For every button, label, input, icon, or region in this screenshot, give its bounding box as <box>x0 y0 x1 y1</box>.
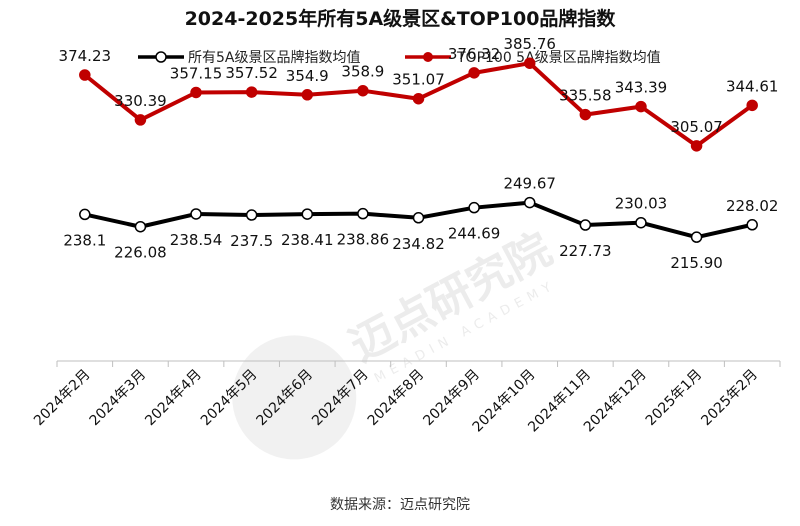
legend-marker-top100 <box>423 52 433 62</box>
x-tick-label: 2025年2月 <box>698 367 761 430</box>
source-note: 数据来源：迈点研究院 <box>330 497 470 513</box>
data-label: 249.67 <box>503 175 556 193</box>
data-label: 374.23 <box>59 47 112 65</box>
data-point <box>190 208 202 220</box>
data-point <box>635 216 647 229</box>
data-label: 305.07 <box>670 118 723 136</box>
x-axis-ticks <box>56 361 781 367</box>
data-label: 330.39 <box>114 92 167 110</box>
data-label: 351.07 <box>392 71 445 89</box>
data-label: 357.52 <box>225 64 278 82</box>
data-label: 238.86 <box>337 231 390 249</box>
data-point <box>746 219 758 231</box>
data-point <box>468 67 480 79</box>
data-label: 376.32 <box>448 45 501 63</box>
data-point <box>523 196 536 209</box>
data-label: 354.9 <box>286 67 329 85</box>
data-label: 385.76 <box>503 35 556 53</box>
x-tick-label: 2024年3月 <box>87 367 150 430</box>
x-tick-label: 2024年4月 <box>142 367 205 430</box>
data-point <box>79 69 91 81</box>
data-point <box>245 209 258 221</box>
data-label: 226.08 <box>114 244 167 262</box>
data-point <box>412 92 425 105</box>
legend-item-top100: TOP100 5A级景区品牌指数均值 <box>405 49 661 66</box>
data-point <box>635 100 647 113</box>
data-label: 238.1 <box>63 231 106 249</box>
data-point <box>746 99 758 112</box>
data-point <box>190 86 202 99</box>
data-point <box>412 212 425 224</box>
data-label: 238.41 <box>281 231 334 249</box>
legend-marker-all-5a <box>155 51 167 63</box>
data-label: 244.69 <box>448 225 501 243</box>
data-point <box>357 207 369 220</box>
data-point <box>579 219 592 231</box>
data-point <box>301 208 314 220</box>
x-tick-label: 2025年1月 <box>643 367 706 430</box>
data-point <box>301 89 314 101</box>
data-label: 343.39 <box>615 79 668 97</box>
legend: 所有5A级景区品牌指数均值 TOP100 5A级景区品牌指数均值 <box>138 49 661 66</box>
data-label: 230.03 <box>615 195 668 213</box>
legend-label-top100: TOP100 5A级景区品牌指数均值 <box>456 49 661 66</box>
data-point <box>134 114 147 126</box>
data-label: 358.9 <box>341 63 384 81</box>
series-markers <box>79 57 758 243</box>
data-label: 357.15 <box>170 64 223 82</box>
data-label: 227.73 <box>559 242 612 260</box>
data-point <box>690 140 703 152</box>
data-label: 215.90 <box>670 254 723 272</box>
data-label: 237.5 <box>230 232 273 250</box>
data-point <box>245 86 258 98</box>
data-point <box>579 108 592 121</box>
data-label: 344.61 <box>726 77 779 95</box>
data-label: 238.54 <box>170 231 223 249</box>
data-point <box>79 208 91 221</box>
x-tick-label: 2024年2月 <box>31 367 94 430</box>
data-point <box>690 231 703 243</box>
data-point <box>468 201 480 214</box>
data-point <box>523 57 536 69</box>
data-point <box>134 220 147 233</box>
data-label: 234.82 <box>392 235 445 253</box>
chart-title: 2024-2025年所有5A级景区&TOP100品牌指数 <box>185 7 617 30</box>
data-point <box>357 84 369 97</box>
legend-item-all-5a: 所有5A级景区品牌指数均值 <box>138 49 360 66</box>
watermark-logo-circle <box>232 335 357 460</box>
data-label: 335.58 <box>559 87 612 105</box>
data-label: 228.02 <box>726 197 779 215</box>
legend-label-all-5a: 所有5A级景区品牌指数均值 <box>188 49 360 66</box>
